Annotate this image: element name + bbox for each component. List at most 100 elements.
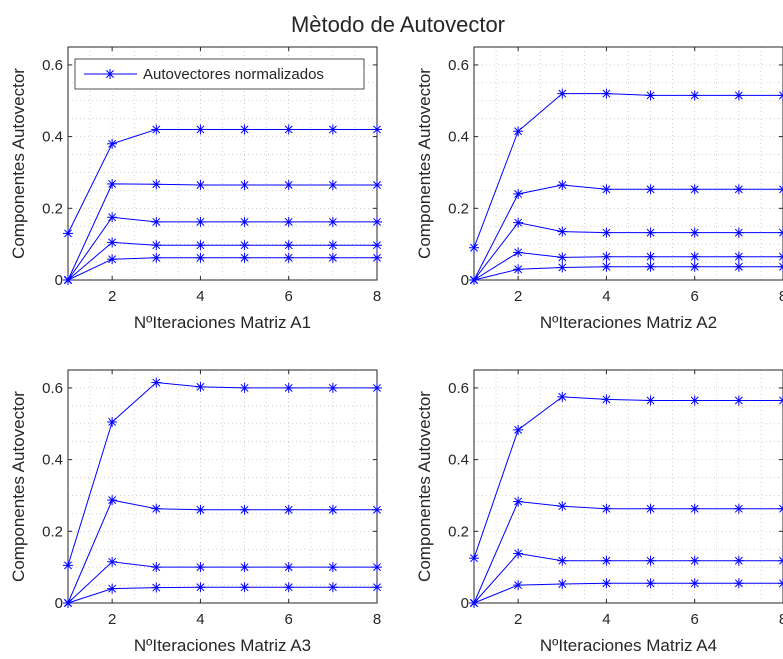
y-tick-label: 0 xyxy=(461,595,469,612)
subplot-4: 2 4 6 8 0 0.2 0.4 0.6 NºIteraciones Matriz A4 Com… xyxy=(415,369,783,655)
data-point xyxy=(195,240,206,251)
data-point xyxy=(372,124,382,135)
data-point xyxy=(195,216,206,227)
x-tick-label: 6 xyxy=(285,611,293,628)
series-line xyxy=(67,586,377,604)
series-line xyxy=(67,183,377,281)
data-point xyxy=(283,382,294,393)
data-point xyxy=(372,582,382,593)
series-line xyxy=(67,216,377,281)
data-point xyxy=(733,503,744,514)
axes-box-4 xyxy=(473,369,783,604)
data-point xyxy=(645,251,656,262)
x-axis-label: NºIteraciones Matriz A2 xyxy=(540,313,717,332)
data-point xyxy=(283,124,294,135)
data-point xyxy=(283,180,294,191)
data-point xyxy=(327,240,338,251)
data-point xyxy=(239,562,250,573)
data-point xyxy=(778,503,783,514)
data-point xyxy=(778,184,783,195)
data-point xyxy=(689,261,700,272)
data-point xyxy=(151,179,162,190)
data-point xyxy=(239,382,250,393)
data-point xyxy=(513,424,524,435)
x-tick-label: 8 xyxy=(373,288,381,305)
data-point xyxy=(645,227,656,238)
data-point xyxy=(689,578,700,589)
data-point xyxy=(645,395,656,406)
series-line xyxy=(67,499,377,604)
data-point xyxy=(195,582,206,593)
x-tick-label: 6 xyxy=(285,288,293,305)
data-point xyxy=(645,503,656,514)
data-point xyxy=(513,580,524,591)
x-tick-label: 4 xyxy=(196,288,204,305)
data-point xyxy=(557,579,568,590)
data-point xyxy=(372,252,382,263)
data-point xyxy=(469,598,479,608)
series-5 xyxy=(469,261,783,285)
series-1 xyxy=(469,391,783,564)
data-point xyxy=(372,180,382,191)
y-tick-label: 0.2 xyxy=(448,523,469,540)
grid-3 xyxy=(67,369,378,604)
data-point xyxy=(557,501,568,512)
data-point xyxy=(557,262,568,273)
x-tick-label: 8 xyxy=(779,611,783,628)
data-point xyxy=(372,216,382,227)
data-point xyxy=(151,377,162,388)
data-point xyxy=(283,504,294,515)
x-tick-label: 4 xyxy=(196,611,204,628)
data-point xyxy=(689,90,700,101)
y-tick-label: 0.6 xyxy=(42,380,63,397)
data-point xyxy=(327,124,338,135)
data-point xyxy=(601,261,612,272)
data-point xyxy=(778,555,783,566)
data-point xyxy=(107,254,118,265)
data-point xyxy=(372,504,382,515)
data-point xyxy=(557,88,568,99)
series-4 xyxy=(63,582,382,608)
legend-label: Autovectores normalizados xyxy=(143,66,324,83)
series-3 xyxy=(63,556,382,608)
data-point xyxy=(283,562,294,573)
data-point xyxy=(283,252,294,263)
data-point xyxy=(689,184,700,195)
y-tick-label: 0.4 xyxy=(448,452,469,469)
y-axis-label: Componentes Autovector xyxy=(9,68,28,259)
data-point xyxy=(601,88,612,99)
data-point xyxy=(151,562,162,573)
y-axis-label: Componentes Autovector xyxy=(415,68,434,259)
data-point xyxy=(689,555,700,566)
data-point xyxy=(469,553,479,564)
data-point xyxy=(469,275,479,285)
data-point xyxy=(513,217,524,228)
x-tick-label: 4 xyxy=(602,611,610,628)
series-line xyxy=(67,257,377,281)
y-tick-label: 0.2 xyxy=(42,523,63,540)
series-1 xyxy=(63,124,382,239)
data-point xyxy=(645,90,656,101)
grid-2 xyxy=(473,46,783,281)
y-tick-label: 0.4 xyxy=(42,129,63,146)
legend: Autovectores normalizados xyxy=(74,58,365,90)
data-point xyxy=(327,582,338,593)
x-tick-label: 4 xyxy=(602,288,610,305)
series-1 xyxy=(469,88,783,253)
data-point xyxy=(63,560,73,571)
y-axis-label: Componentes Autovector xyxy=(415,391,434,582)
x-tick-label: 2 xyxy=(108,611,116,628)
axes-box-3 xyxy=(67,369,378,604)
series-line xyxy=(67,128,377,234)
data-point xyxy=(195,124,206,135)
data-point xyxy=(733,261,744,272)
data-point xyxy=(372,240,382,251)
data-point xyxy=(689,503,700,514)
data-point xyxy=(733,578,744,589)
x-tick-label: 2 xyxy=(514,288,522,305)
y-tick-label: 0 xyxy=(461,272,469,289)
data-point xyxy=(733,555,744,566)
x-tick-label: 2 xyxy=(108,288,116,305)
data-point xyxy=(372,562,382,573)
y-tick-label: 0 xyxy=(55,272,63,289)
